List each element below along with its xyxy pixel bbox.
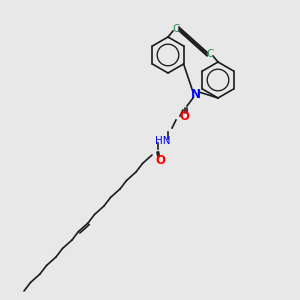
Text: HN: HN <box>155 136 171 146</box>
Text: O: O <box>155 154 165 167</box>
Text: C: C <box>172 24 180 34</box>
Text: C: C <box>206 49 214 59</box>
Text: O: O <box>179 110 189 124</box>
Text: N: N <box>191 88 201 101</box>
